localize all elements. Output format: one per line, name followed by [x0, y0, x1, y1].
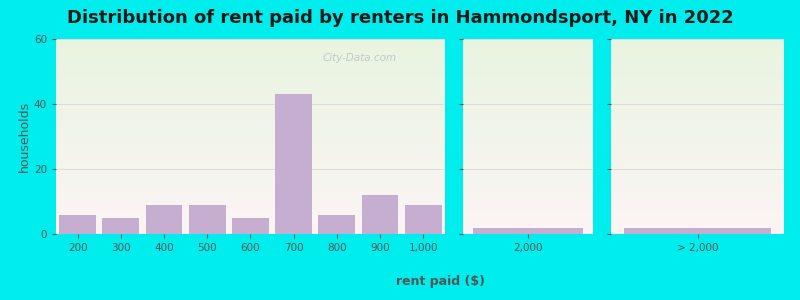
Bar [146, 205, 182, 234]
Bar [275, 94, 312, 234]
Bar [189, 205, 226, 234]
Bar [102, 218, 139, 234]
Bar [362, 195, 398, 234]
Bar [624, 227, 771, 234]
Text: City-Data.com: City-Data.com [322, 52, 396, 63]
Text: rent paid ($): rent paid ($) [395, 275, 485, 289]
Bar [59, 214, 96, 234]
Bar [473, 227, 583, 234]
Bar [405, 205, 442, 234]
Text: Distribution of rent paid by renters in Hammondsport, NY in 2022: Distribution of rent paid by renters in … [66, 9, 734, 27]
Bar [232, 218, 269, 234]
Y-axis label: households: households [18, 101, 31, 172]
Bar [318, 214, 355, 234]
